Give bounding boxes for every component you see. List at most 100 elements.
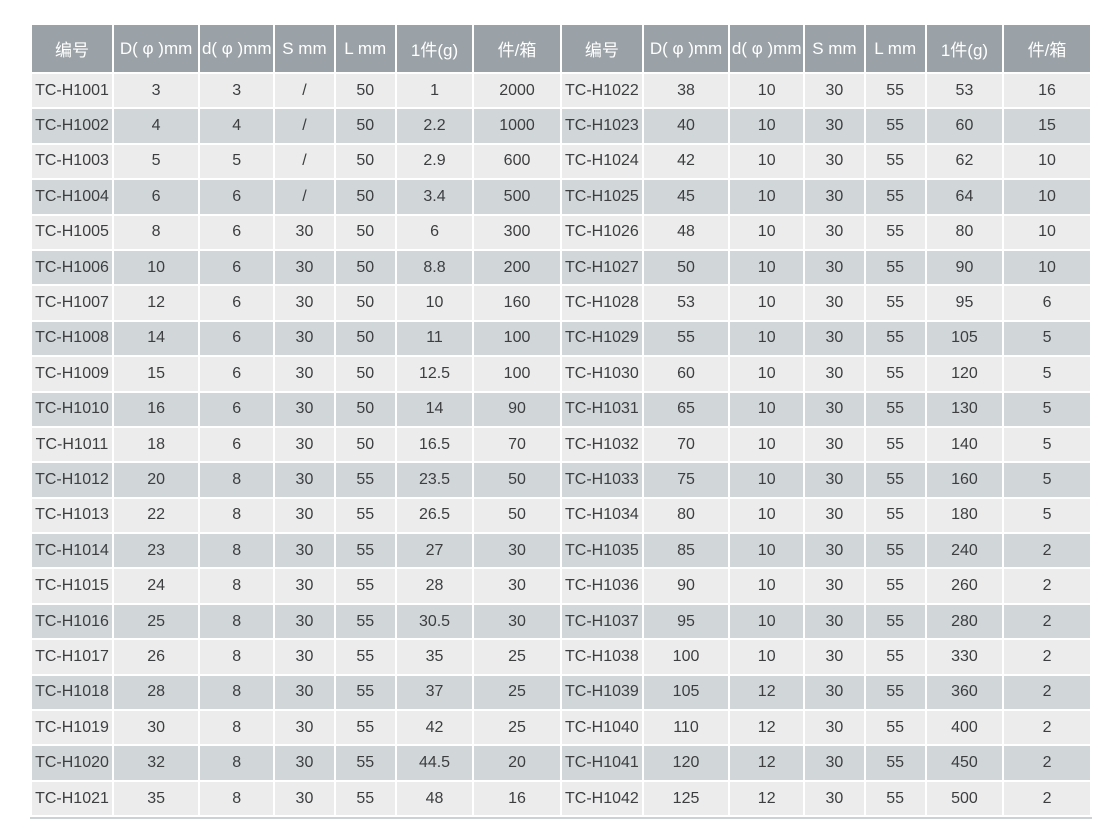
table-cell: 22 [113, 498, 199, 533]
table-cell: 55 [865, 498, 925, 533]
table-cell: TC-H1005 [32, 215, 112, 249]
table-cell: 14 [396, 392, 473, 426]
table-cell: 30 [805, 569, 864, 603]
table-cell: TC-H1033 [561, 463, 642, 497]
table-cell: 55 [865, 250, 925, 285]
table-cell: 140 [926, 427, 1003, 462]
table-cell: 30 [805, 250, 864, 285]
table-cell: 10 [730, 640, 804, 674]
table-cell: 330 [926, 640, 1003, 674]
table-cell: 25 [474, 711, 560, 745]
table-cell: TC-H1042 [561, 781, 642, 816]
table-row: TC-H1020 32 8 30 55 44.5 20 TC-H1041 120 12 30 55 45… [32, 746, 1090, 780]
table-cell: 14 [113, 321, 199, 356]
table-cell: 125 [643, 781, 729, 816]
table-cell: 70 [474, 427, 560, 462]
header-cell: S mm [275, 25, 334, 72]
table-cell: 55 [865, 180, 925, 214]
table-cell: 55 [335, 569, 395, 603]
table-cell: 5 [1004, 427, 1090, 462]
table-cell: 6 [200, 286, 274, 320]
table-cell: 105 [926, 321, 1003, 356]
table-cell: 55 [335, 604, 395, 639]
table-cell: 10 [730, 463, 804, 497]
header-cell: 件/箱 [474, 25, 560, 72]
table-cell: 160 [926, 463, 1003, 497]
table-cell: 30 [805, 463, 864, 497]
table-cell: 12 [730, 781, 804, 816]
table-cell: 6 [200, 392, 274, 426]
table-row: TC-H1007 12 6 30 50 10 160 TC-H1028 53 10 30 55 95 6 [32, 286, 1090, 320]
table-cell: 6 [200, 357, 274, 391]
table-cell: TC-H1018 [32, 675, 112, 710]
table-cell: TC-H1010 [32, 392, 112, 426]
table-cell: 55 [335, 463, 395, 497]
table-row: TC-H1011 18 6 30 50 16.5 70 TC-H1032 70 10 30 55 140… [32, 427, 1090, 462]
table-cell: 30 [275, 640, 334, 674]
table-cell: 30 [275, 534, 334, 568]
table-cell: 10 [730, 498, 804, 533]
table-cell: 100 [474, 357, 560, 391]
table-cell: 100 [474, 321, 560, 356]
table-cell: 25 [474, 640, 560, 674]
table-cell: 8 [200, 711, 274, 745]
table-cell: 50 [335, 427, 395, 462]
table-cell: 2 [1004, 675, 1090, 710]
table-cell: 2 [1004, 604, 1090, 639]
table-cell: 8 [200, 463, 274, 497]
table-cell: 65 [643, 392, 729, 426]
table-cell: 30 [275, 215, 334, 249]
table-cell: 40 [643, 109, 729, 143]
table-cell: 2 [1004, 640, 1090, 674]
table-cell: 55 [865, 569, 925, 603]
table-cell: 90 [926, 250, 1003, 285]
header-cell: D( φ )mm [113, 25, 199, 72]
table-cell: 105 [643, 675, 729, 710]
table-cell: 25 [113, 604, 199, 639]
header-cell: d( φ )mm [200, 25, 274, 72]
table-cell: TC-H1029 [561, 321, 642, 356]
table-cell: TC-H1032 [561, 427, 642, 462]
table-cell: 95 [643, 604, 729, 639]
table-cell: 30 [474, 569, 560, 603]
table-cell: 50 [335, 180, 395, 214]
table-cell: 50 [474, 498, 560, 533]
table-cell: TC-H1002 [32, 109, 112, 143]
table-cell: TC-H1011 [32, 427, 112, 462]
table-cell: 50 [643, 250, 729, 285]
table-cell: 10 [730, 357, 804, 391]
table-cell: 8 [200, 604, 274, 639]
table-cell: 75 [643, 463, 729, 497]
table-cell: 16 [1004, 74, 1090, 108]
table-cell: 6 [113, 180, 199, 214]
table-cell: 30 [805, 180, 864, 214]
table-cell: TC-H1015 [32, 569, 112, 603]
table-cell: 2 [1004, 534, 1090, 568]
table-cell: 90 [643, 569, 729, 603]
table-cell: 30 [275, 427, 334, 462]
table-cell: 50 [335, 109, 395, 143]
table-cell: 35 [113, 781, 199, 816]
table-cell: 70 [643, 427, 729, 462]
table-cell: 10 [730, 569, 804, 603]
table-cell: 30 [805, 109, 864, 143]
table-cell: 95 [926, 286, 1003, 320]
table-cell: 55 [335, 781, 395, 816]
table-cell: 55 [643, 321, 729, 356]
table-cell: TC-H1027 [561, 250, 642, 285]
table-cell: 2.2 [396, 109, 473, 143]
table-cell: 55 [865, 215, 925, 249]
table-cell: 80 [643, 498, 729, 533]
header-cell: 件/箱 [1004, 25, 1090, 72]
table-cell: 300 [474, 215, 560, 249]
table-cell: TC-H1041 [561, 746, 642, 780]
table-cell: TC-H1038 [561, 640, 642, 674]
table-cell: 55 [865, 746, 925, 780]
table-cell: / [275, 109, 334, 143]
table-cell: 55 [865, 321, 925, 356]
table-cell: 10 [730, 604, 804, 639]
table-cell: 90 [474, 392, 560, 426]
table-cell: 12 [730, 711, 804, 745]
table-cell: 16 [474, 781, 560, 816]
table-cell: 11 [396, 321, 473, 356]
